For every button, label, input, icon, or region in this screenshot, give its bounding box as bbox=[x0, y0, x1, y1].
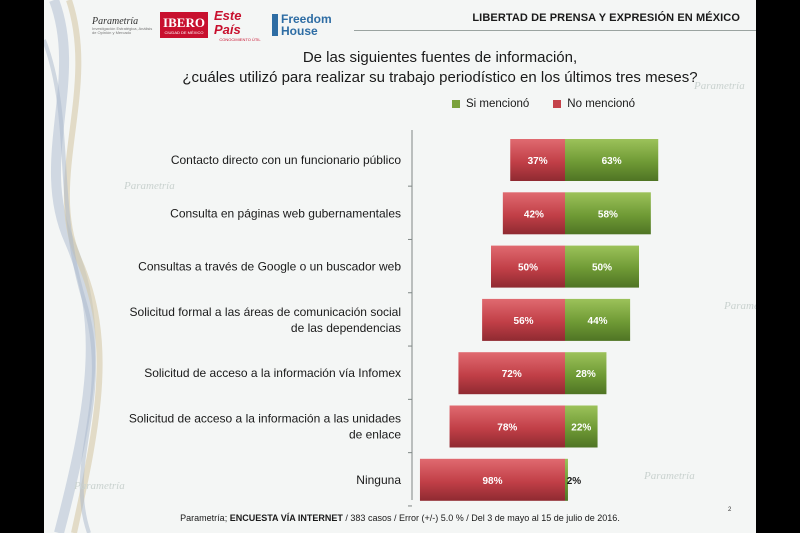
decorative-watermark: Parametría bbox=[694, 80, 745, 92]
bar-no-mencion bbox=[458, 352, 565, 395]
freedom-house-logo: Freedom House bbox=[272, 12, 332, 38]
category-label: Contacto directo con un funcionario públ… bbox=[171, 153, 401, 167]
category-label: de enlace bbox=[349, 428, 401, 442]
footer-survey-name: ENCUESTA VÍA INTERNET bbox=[229, 513, 343, 523]
footer-source: Parametría; ENCUESTA VÍA INTERNET / 383 … bbox=[0, 513, 800, 523]
bar-label-no-mencion: 42% bbox=[524, 209, 544, 220]
bar-no-mencion bbox=[502, 192, 565, 235]
bar-si-mencion bbox=[565, 458, 568, 501]
question-line-1: De las siguientes fuentes de información… bbox=[302, 49, 578, 66]
bar-si-mencion bbox=[565, 139, 659, 181]
bar-label-no-mencion: 78% bbox=[497, 423, 517, 434]
decorative-watermark: Parametría bbox=[724, 300, 756, 312]
category-label: Consulta en páginas web gubernamentales bbox=[170, 206, 401, 220]
bar-label-si-mencion: 28% bbox=[576, 369, 596, 380]
header-divider bbox=[354, 30, 756, 31]
legend-label-si: Si mencionó bbox=[466, 98, 530, 110]
legend-label-no: No mencionó bbox=[567, 98, 636, 110]
question-line-2: ¿cuáles utilizó para realizar su trabajo… bbox=[182, 69, 698, 86]
bar-label-si-mencion: 63% bbox=[602, 156, 622, 167]
bar-label-no-mencion: 56% bbox=[514, 316, 534, 327]
legend-item-no: No mencionó bbox=[553, 98, 635, 110]
page-number: 2 bbox=[728, 507, 732, 513]
decorative-watermark: Parametría bbox=[644, 470, 695, 482]
bar-no-mencion bbox=[482, 298, 565, 341]
bar-label-no-mencion: 50% bbox=[518, 263, 538, 274]
bar-si-mencion bbox=[565, 405, 598, 448]
chart-legend: Si mencionó No mencionó bbox=[452, 98, 635, 110]
category-label: Solicitud formal a las áreas de comunica… bbox=[130, 305, 401, 319]
category-label: Ninguna bbox=[356, 473, 401, 487]
category-label: Solicitud de acceso a la información a l… bbox=[129, 412, 401, 426]
bar-no-mencion bbox=[510, 139, 565, 181]
bar-label-si-mencion: 44% bbox=[588, 316, 608, 327]
category-label: Consultas a través de Google o un buscad… bbox=[138, 260, 401, 274]
bar-no-mencion bbox=[419, 458, 565, 501]
legend-swatch-si bbox=[452, 100, 460, 108]
ibero-logo: IBERO CIUDAD DE MÉXICO bbox=[160, 12, 208, 38]
bar-no-mencion bbox=[491, 245, 565, 288]
legend-swatch-no bbox=[553, 100, 562, 108]
category-label: de las dependencias bbox=[291, 321, 401, 335]
decorative-watermark: Parametría bbox=[124, 180, 175, 192]
decorative-watermark: Parametría bbox=[74, 480, 125, 492]
footer-details: / 383 casos / Error (+/-) 5.0 % / Del 3 … bbox=[345, 513, 620, 523]
bar-si-mencion bbox=[565, 245, 639, 288]
bar-label-no-mencion: 72% bbox=[502, 369, 522, 380]
logo-bar: Parametría Investigación Estratégica, An… bbox=[92, 7, 332, 42]
bar-label-si-mencion: 2% bbox=[567, 476, 582, 487]
chart-question: De las siguientes fuentes de información… bbox=[180, 48, 700, 88]
bar-label-si-mencion: 50% bbox=[592, 263, 612, 274]
freedom-house-mark-icon bbox=[272, 14, 278, 36]
footer-source-name: Parametría; bbox=[180, 513, 228, 523]
bar-label-no-mencion: 37% bbox=[528, 156, 548, 167]
header-title: LIBERTAD DE PRENSA Y EXPRESIÓN EN MÉXICO bbox=[472, 12, 740, 24]
estepais-logo: Este País CONOCIMIENTO ÚTIL bbox=[214, 7, 261, 42]
bar-label-si-mencion: 58% bbox=[598, 209, 618, 220]
category-label: Solicitud de acceso a la información vía… bbox=[144, 366, 401, 380]
bar-label-si-mencion: 22% bbox=[571, 423, 591, 434]
bar-si-mencion bbox=[565, 192, 651, 235]
bar-label-no-mencion: 98% bbox=[482, 476, 502, 487]
legend-item-si: Si mencionó bbox=[452, 98, 529, 110]
bar-no-mencion bbox=[449, 405, 565, 448]
parametria-logo: Parametría Investigación Estratégica, An… bbox=[92, 15, 153, 35]
bar-si-mencion bbox=[565, 352, 607, 395]
bar-si-mencion bbox=[565, 298, 631, 341]
decorative-ribbon bbox=[44, 0, 103, 533]
